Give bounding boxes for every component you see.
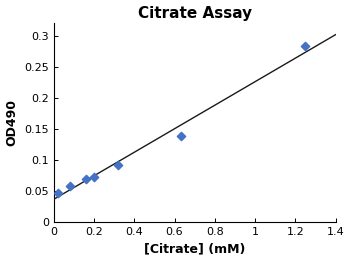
Title: Citrate Assay: Citrate Assay: [138, 5, 252, 21]
Point: [55, 191, 61, 195]
Point: [91, 175, 97, 179]
Point: [67, 184, 73, 188]
X-axis label: [Citrate] (mM): [Citrate] (mM): [144, 242, 245, 256]
Point: [83, 176, 89, 181]
Point: [178, 134, 183, 138]
Point: [302, 44, 308, 48]
Point: [116, 163, 121, 168]
Y-axis label: OD490: OD490: [6, 99, 19, 146]
